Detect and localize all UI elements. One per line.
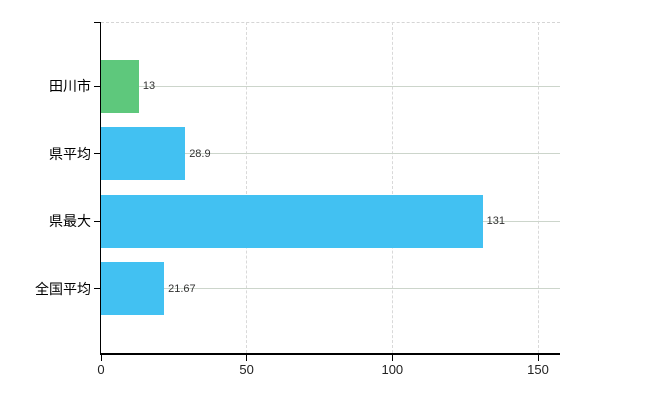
y-axis-tick-0 (93, 85, 100, 87)
y-axis-line (99, 22, 101, 353)
y-axis-tick-2 (93, 220, 100, 222)
category-label-1: 県平均 (49, 145, 91, 162)
bar-2 (101, 194, 483, 248)
gridline-vertical-150 (537, 22, 539, 353)
bar-3 (101, 262, 165, 315)
x-tick-label-50: 50 (239, 362, 254, 377)
value-label-3: 21.67 (168, 282, 196, 295)
bar-1 (101, 127, 186, 180)
gridline-horizontal-0 (101, 85, 560, 87)
category-label-2: 県最大 (49, 213, 91, 229)
category-label-0: 田川市 (49, 78, 91, 94)
value-label-0: 13 (142, 80, 156, 92)
gridline-vertical-50 (246, 22, 248, 353)
value-label-1: 28.9 (189, 147, 211, 160)
gridline-vertical-100 (391, 22, 393, 353)
x-axis-tick-150 (537, 354, 539, 361)
plot-top-border (101, 22, 560, 23)
x-tick-label-100: 100 (381, 362, 404, 377)
plot-area: 13 28.9 131 21.67 (93, 21, 560, 361)
value-label-2: 131 (486, 215, 505, 227)
x-axis-line (99, 353, 560, 355)
y-axis-top-tick (93, 21, 100, 23)
x-tick-label-0: 0 (97, 362, 105, 377)
y-axis-tick-3 (93, 288, 100, 289)
y-axis-tick-1 (93, 153, 100, 154)
gridline-horizontal-1 (101, 153, 560, 154)
x-tick-label-150: 150 (527, 362, 549, 377)
x-axis-tick-0 (100, 354, 102, 361)
x-axis-tick-100 (391, 354, 393, 361)
bar-0 (101, 59, 139, 113)
category-label-3: 全国平均 (35, 280, 91, 297)
x-axis-tick-50 (246, 354, 248, 361)
gridline-horizontal-3 (101, 288, 560, 289)
